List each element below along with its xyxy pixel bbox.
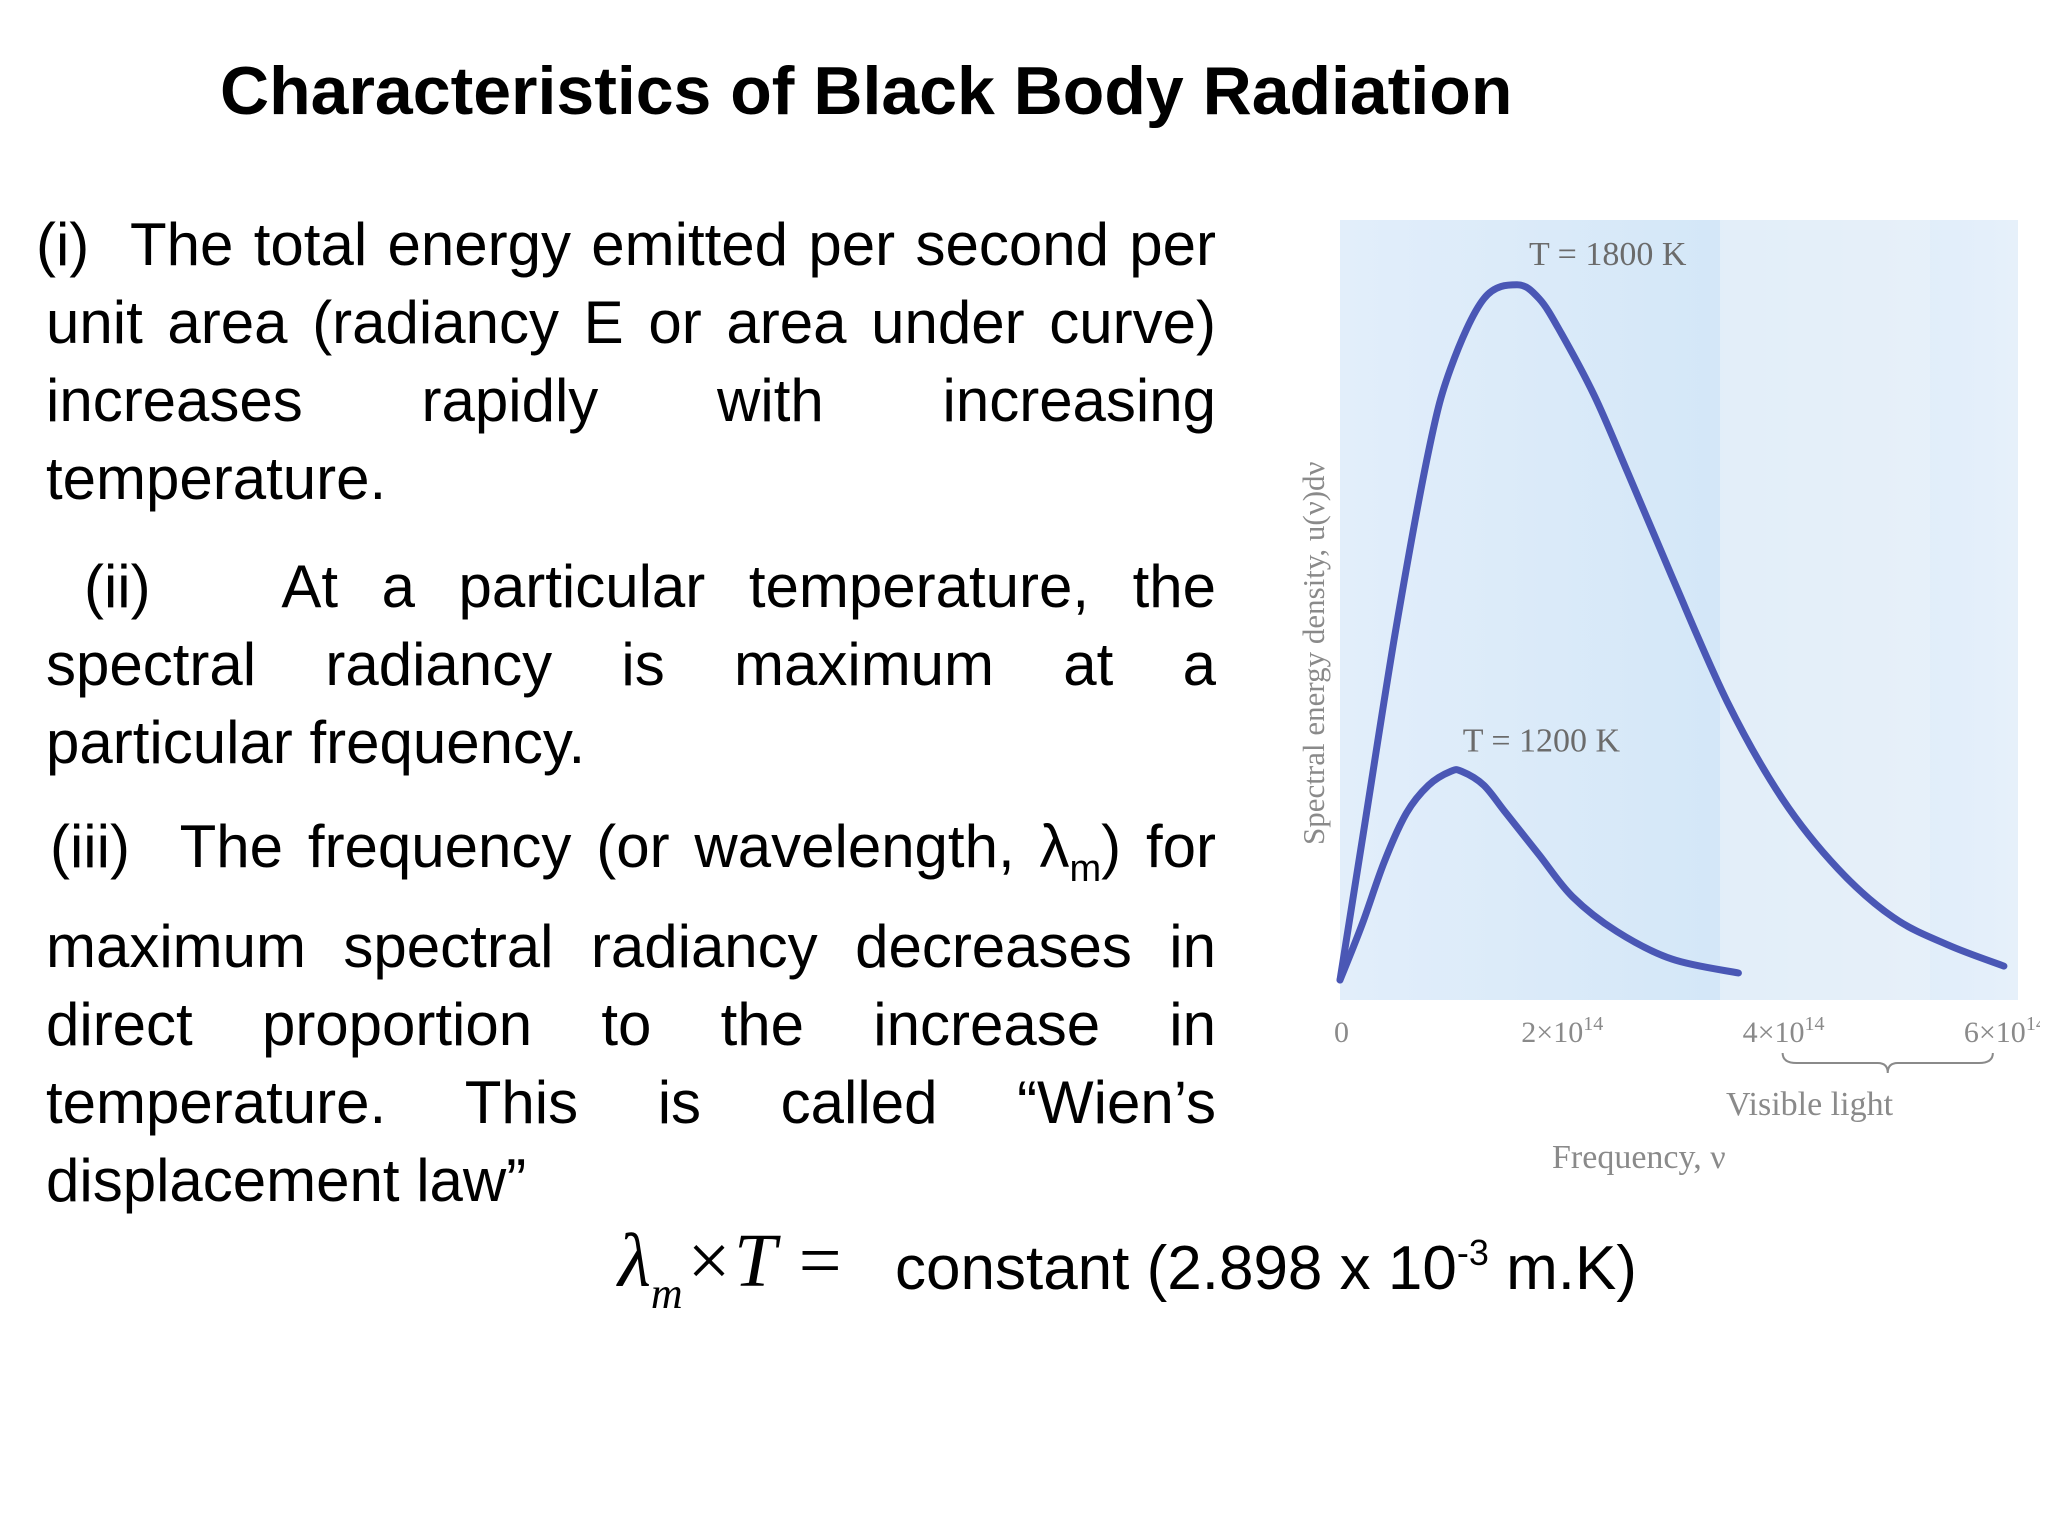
series-line-1800k	[1336, 281, 2008, 984]
lambda-subscript: m	[1069, 848, 1102, 890]
constant-after: m.K)	[1488, 1234, 1637, 1303]
blackbody-chart: T = 1800 K T = 1200 K 0 2×1014 4×1014 6×1014…	[1296, 220, 2040, 1176]
visible-light-label: Visible light	[1726, 1086, 1894, 1123]
x-tick-label: 2×1014	[1521, 1013, 1603, 1049]
y-axis-label: Spectral energy density, u(ν)dν	[1296, 461, 1331, 845]
point-2: (ii) At a particular temperature, the sp…	[46, 548, 1216, 782]
x-tick-label: 6×1014Hz	[1964, 1013, 2040, 1049]
formula-rest: ×T =	[682, 1219, 846, 1303]
point-3-text-after: ) for maximum spectral radiancy decrease…	[46, 813, 1217, 1214]
point-1-marker: (i)	[36, 211, 90, 278]
series-label-1200k: T = 1200 K	[1463, 722, 1621, 759]
chart-lines	[1336, 281, 2008, 984]
chart-ticks: 0 2×1014 4×1014 6×1014Hz	[1334, 1013, 2040, 1049]
wien-formula: λm×T =	[618, 1218, 845, 1319]
x-axis-label: Frequency, ν	[1552, 1139, 1726, 1176]
point-2-marker: (ii)	[84, 553, 151, 620]
series-label-1800k: T = 1800 K	[1529, 236, 1687, 273]
chart-labels: T = 1800 K T = 1200 K	[1463, 236, 1687, 760]
point-1: (i) The total energy emitted per second …	[36, 206, 1216, 518]
point-3-text-before: The frequency (or wavelength, λ	[179, 813, 1070, 880]
visible-light-brace	[1781, 1052, 1994, 1074]
slide-title: Characteristics of Black Body Radiation	[220, 53, 1513, 129]
series-line-1200k	[1336, 766, 1742, 984]
x-tick-label: 4×1014	[1743, 1013, 1825, 1049]
formula-subscript: m	[650, 1269, 683, 1318]
wien-constant: constant (2.898 x 10-3 m.K)	[895, 1232, 1637, 1304]
formula-lambda: λ	[618, 1219, 651, 1303]
visible-light-band	[1720, 220, 1930, 1000]
x-tick-label: 0	[1334, 1016, 1349, 1049]
constant-before: constant (2.898 x 10	[895, 1234, 1457, 1303]
point-3: (iii) The frequency (or wavelength, λm) …	[46, 808, 1216, 1220]
point-3-marker: (iii)	[50, 813, 130, 880]
point-2-text: At a particular temperature, the spectra…	[46, 553, 1216, 776]
point-1-text: The total energy emitted per second per …	[46, 211, 1216, 512]
constant-exponent: -3	[1456, 1232, 1489, 1273]
